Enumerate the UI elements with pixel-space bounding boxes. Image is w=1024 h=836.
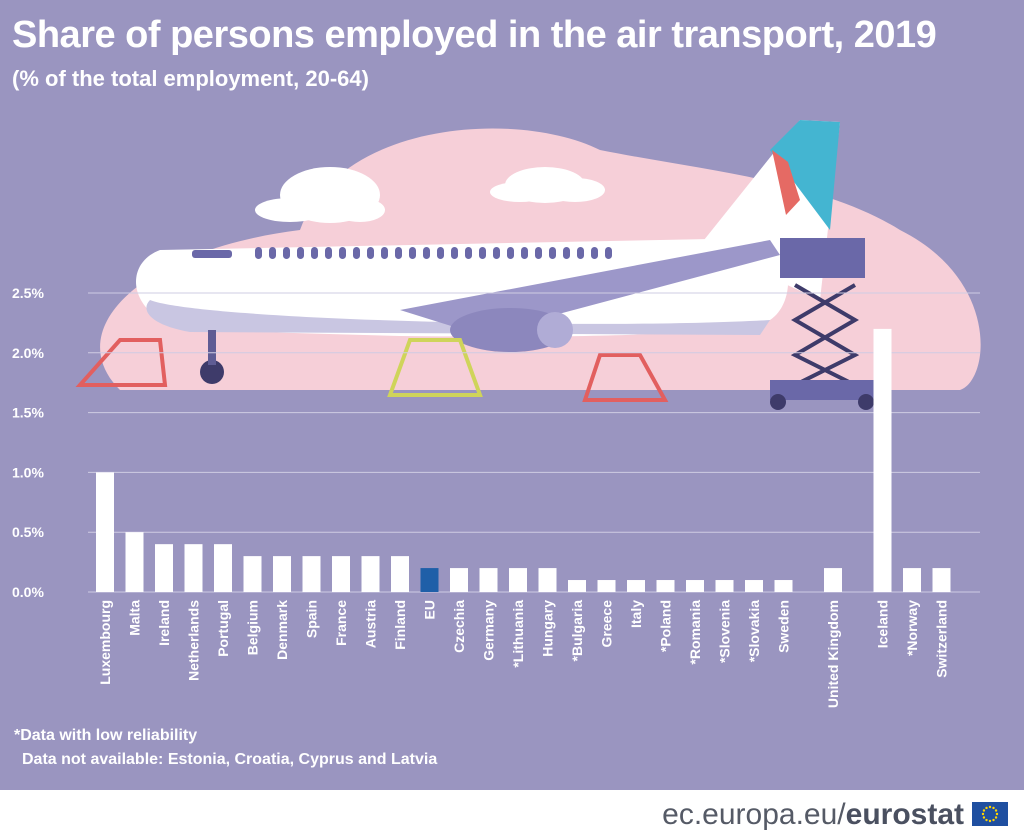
footer-source[interactable]: ec.europa.eu/eurostat — [662, 798, 964, 832]
bar-eu — [420, 568, 439, 592]
bar-denmark — [273, 556, 291, 592]
bar-france — [332, 556, 350, 592]
x-tick-label: *Bulgaria — [569, 600, 585, 662]
x-tick-label: France — [333, 600, 349, 646]
x-tick-label: *Slovenia — [717, 600, 733, 663]
bar-iceland — [873, 328, 892, 592]
x-tick-label: Ireland — [156, 600, 172, 646]
low-reliability-note: *Data with low reliability — [14, 727, 198, 744]
x-tick-label: Belgium — [245, 600, 261, 655]
bar-bulgaria — [568, 580, 586, 592]
x-tick-label: Iceland — [875, 600, 891, 648]
y-tick-label: 1.0% — [12, 464, 44, 480]
bar-italy — [627, 580, 645, 592]
x-tick-label: Luxembourg — [97, 600, 113, 685]
bar-romania — [686, 580, 704, 592]
x-tick-label: Finland — [392, 600, 408, 650]
y-tick-label: 1.5% — [12, 405, 44, 421]
footer-brand: eurostat — [845, 798, 964, 831]
x-tick-label: EU — [422, 600, 438, 619]
x-tick-label: *Lithuania — [510, 600, 526, 668]
bar-switzerland — [932, 568, 951, 592]
bar-ireland — [155, 544, 173, 592]
chart-notes: *Data with low reliability Data not avai… — [14, 724, 437, 772]
x-tick-label: Switzerland — [934, 600, 950, 678]
x-tick-label: Germany — [481, 600, 497, 661]
bar-netherlands — [184, 544, 203, 592]
x-tick-label: Spain — [304, 600, 320, 638]
bar-spain — [302, 556, 321, 592]
bar-chart: 0.0% 0.5% 1.0% 1.5% 2.0% 2.5% Luxembourg Malta… — [12, 120, 981, 708]
bar-hungary — [538, 568, 557, 592]
bar-poland — [656, 580, 675, 592]
y-tick-label: 0.0% — [12, 584, 44, 600]
x-tick-label: Italy — [628, 600, 644, 628]
bar-germany — [479, 568, 498, 592]
bar-portugal — [214, 544, 232, 592]
cloud-icon — [255, 167, 385, 223]
footer-domain: ec.europa.eu/ — [662, 798, 846, 831]
cloud-icon — [490, 167, 605, 203]
x-tick-label: Malta — [127, 600, 143, 636]
x-tick-label: Austria — [363, 600, 379, 648]
eu-flag-icon — [972, 802, 1008, 826]
chart-subtitle: (% of the total employment, 20-64) — [12, 66, 369, 91]
bar-belgium — [243, 556, 262, 592]
x-tick-label: Sweden — [776, 600, 792, 653]
x-tick-label: Netherlands — [186, 600, 202, 681]
x-tick-label: Czechia — [451, 600, 467, 653]
airplane-illustration — [75, 120, 981, 410]
chart-title: Share of persons employed in the air tra… — [12, 14, 937, 56]
x-tick-label: Portugal — [215, 600, 231, 657]
bar-greece — [597, 580, 616, 592]
bar-slovakia — [745, 580, 763, 592]
y-tick-label: 2.0% — [12, 345, 44, 361]
bar-sweden — [774, 580, 793, 592]
bar-czechia — [450, 568, 468, 592]
y-tick-label: 0.5% — [12, 524, 44, 540]
x-tick-label: Greece — [599, 600, 615, 648]
x-tick-label: Hungary — [540, 600, 556, 657]
bar-united-kingdom — [824, 568, 842, 592]
bar-lithuania — [509, 568, 527, 592]
bar-austria — [361, 556, 380, 592]
x-tick-label: *Poland — [658, 600, 674, 652]
x-tick-label: *Norway — [904, 600, 920, 656]
footer: ec.europa.eu/eurostat — [0, 790, 1024, 836]
x-tick-label: United Kingdom — [825, 600, 841, 708]
y-tick-label: 2.5% — [12, 285, 44, 301]
x-tick-label: *Romania — [687, 600, 703, 665]
bar-luxembourg — [96, 472, 114, 592]
bar-norway — [903, 568, 921, 592]
bar-finland — [391, 556, 409, 592]
bar-slovenia — [715, 580, 734, 592]
x-tick-label: Denmark — [274, 600, 290, 660]
not-available-note: Data not available: Estonia, Croatia, Cy… — [22, 751, 438, 768]
x-tick-label: *Slovakia — [746, 600, 762, 662]
bar-malta — [125, 532, 144, 592]
